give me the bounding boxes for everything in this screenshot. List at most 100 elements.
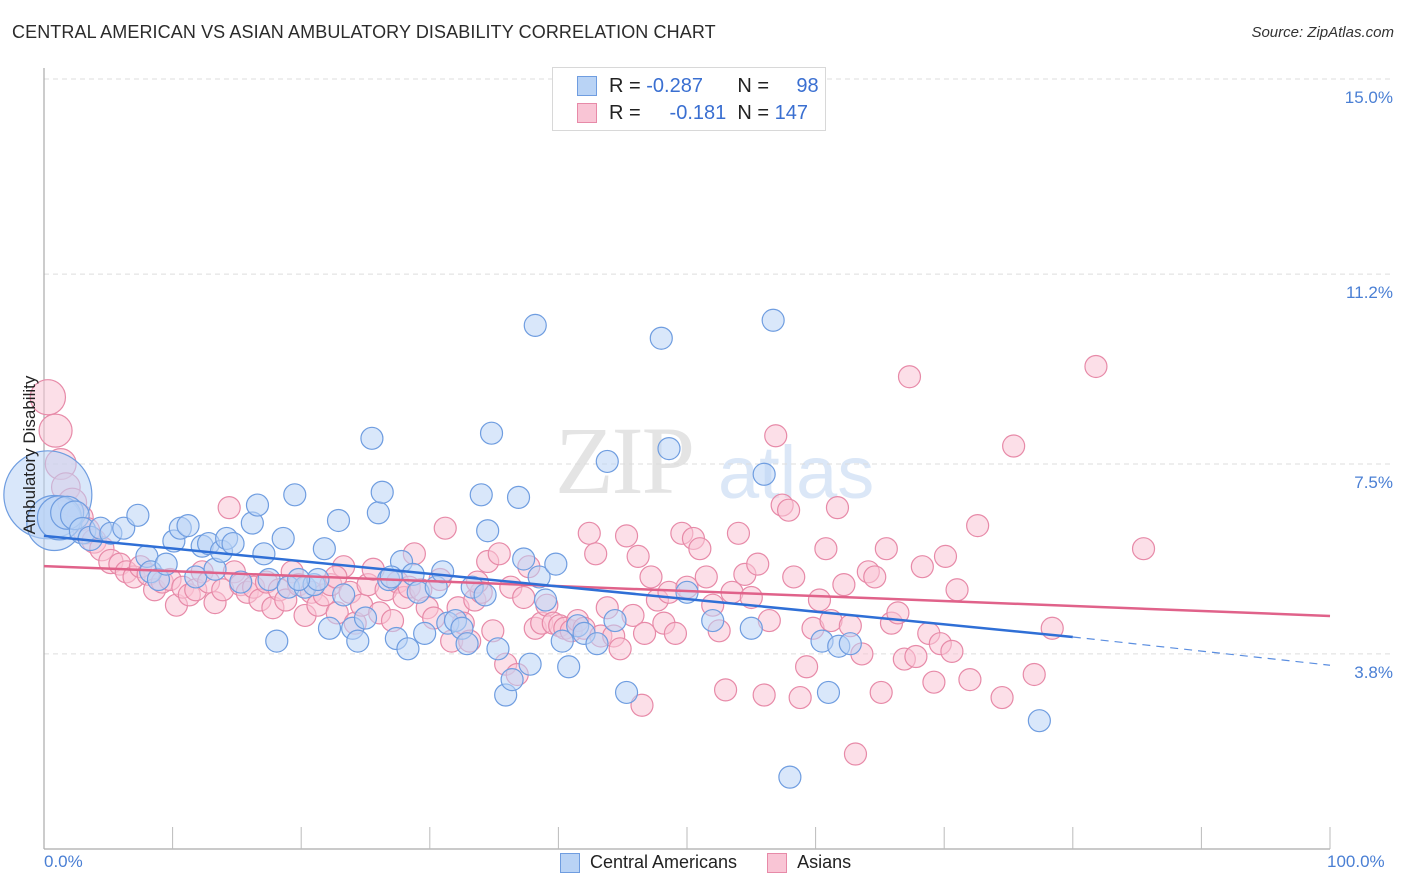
asian-point [739,585,763,610]
chart-title: CENTRAL AMERICAN VS ASIAN AMBULATORY DIS… [12,22,716,42]
asian-point [512,585,536,610]
legend-row-asians: R = -0.181 N = 147 [577,101,819,125]
central-american-point [527,565,551,589]
asian-point [764,424,788,448]
central-american-point [557,655,581,679]
central-american-trend-extension [1072,636,1331,666]
x-tick-label-max: 100.0% [1327,852,1385,871]
asian-point [630,693,654,717]
central-american-point [752,462,776,486]
asian-point [713,678,738,702]
asian-point [29,379,67,416]
asian-point [843,742,868,766]
central-american-point [595,449,619,474]
central-american-point [346,629,370,653]
central-american-point [431,560,455,584]
central-american-point [473,583,497,607]
asian-point [794,655,819,679]
central-american-point [126,503,150,527]
asian-point [958,667,982,692]
asian-point [863,565,887,589]
central-american-point [585,632,609,656]
central-american-point [838,632,862,656]
legend-swatch-pink [577,103,597,123]
y-tick-label: 11.2% [1346,283,1393,302]
asian-point [825,496,850,520]
asian-point [966,513,990,538]
asian-point [639,565,663,589]
watermark-atlas: atlas [718,431,875,514]
central-american-point [486,637,510,661]
central-american-point [455,632,479,656]
central-american-point [221,531,245,556]
central-american-point [657,437,681,461]
legend-r-label: R = [609,101,641,124]
x-tick-label-min: 0.0% [44,852,83,871]
asian-point [632,621,657,646]
gridlines [44,78,1392,655]
bottom-legend-swatch-central-americans [560,852,580,873]
bottom-legend-label-asians: Asians [797,852,852,872]
central-american-point [176,513,200,538]
source-label: Source: ZipAtlas.com [1251,24,1394,41]
y-tick-labels: 3.8% 7.5% 11.2% 15.0% [1345,88,1393,682]
central-american-point [1027,709,1051,733]
central-american-point [366,501,390,525]
asian-point [433,516,457,540]
axes [43,68,1331,850]
asian-point [776,498,801,522]
central-american-point [778,765,802,789]
legend-n-value: 147 [774,101,808,124]
legend-r-value: -0.181 [669,101,727,124]
asian-point [874,537,898,561]
asian-point [688,537,712,561]
asian-point [584,542,608,566]
central-american-point [265,629,289,653]
central-american-point [761,308,785,332]
legend-r-value: -0.287 [646,74,703,97]
watermark-zip: ZIP [555,407,695,514]
asian-point [626,544,650,569]
asian-point [897,365,922,389]
central-american-point [518,652,542,676]
asian-point [217,496,241,520]
central-american-point [312,537,336,561]
asian-point [487,542,511,566]
asian-point [788,685,812,710]
asian-trend-line [43,564,1331,618]
asian-point [814,537,838,561]
asian-point [1131,537,1156,561]
central-american-point [614,680,639,705]
asian-point [782,565,806,589]
central-american-point [506,485,531,509]
central-american-point [332,583,356,607]
asian-point [869,680,893,705]
asian-point [922,670,946,694]
central-american-point [252,542,276,566]
central-american-point [500,667,524,692]
y-tick-label: 7.5% [1354,473,1393,492]
asian-point [910,555,934,579]
central-american-point [533,588,558,612]
asian-point [1002,434,1026,458]
central-american-point [476,519,500,543]
central-american-point [739,616,763,640]
central-american-point [245,493,270,517]
central-american-point [523,313,547,337]
central-american-point [701,608,725,633]
asian-point [577,521,601,545]
central-american-point [479,421,504,445]
central-american-point [396,637,420,661]
central-american-points [3,308,1051,789]
bottom-legend-swatch-asians [767,852,788,873]
central-american-point [271,526,295,551]
y-tick-label: 15.0% [1345,88,1393,107]
central-american-point [544,552,568,576]
central-american-point [649,326,673,350]
asian-point [726,521,751,545]
asian-point [990,685,1014,710]
asian-point [940,639,964,663]
y-tick-label: 3.8% [1354,663,1393,682]
asian-point [614,524,639,548]
